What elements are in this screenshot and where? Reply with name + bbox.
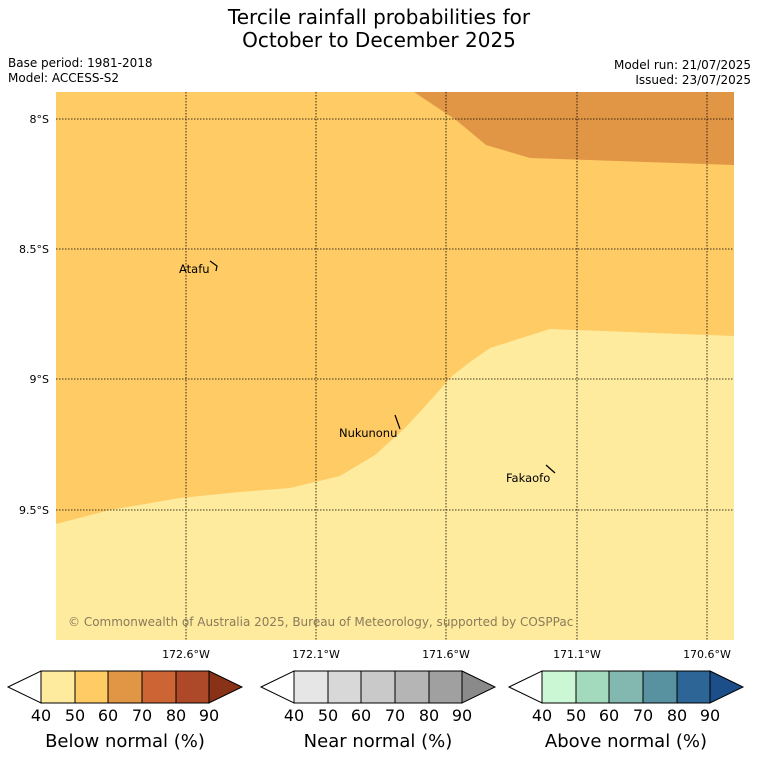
lat-label-8s: 8°S: [30, 113, 49, 126]
map-panel[interactable]: [56, 92, 734, 640]
colorbar-near-bin-50-60: [327, 670, 362, 704]
colorbar-near-tick-60: 60: [351, 706, 371, 725]
colorbar-above-tick-90: 90: [700, 706, 720, 725]
colorbar-below-bin-40-50: [40, 670, 76, 704]
place-label-nukunonu: Nukunonu: [339, 426, 397, 440]
colorbar-above-title: Above normal (%): [545, 731, 707, 752]
info-left: Base period: 1981-2018 Model: ACCESS-S2: [8, 56, 153, 86]
lat-label-9s: 9°S: [30, 373, 49, 386]
colorbar-above-normal: 40 50 60 70 80 90 Above normal (%): [507, 670, 745, 752]
colorbar-above-bin-60-70: [608, 670, 644, 704]
colorbar-near-normal: 40 50 60 70 80 90 Near normal (%): [259, 670, 497, 752]
info-right: Model run: 21/07/2025 Issued: 23/07/2025: [614, 58, 751, 88]
colorbar-near-tick-50: 50: [318, 706, 338, 725]
base-period: Base period: 1981-2018: [8, 56, 153, 70]
zone-below-40-50: [56, 329, 734, 640]
fakaofo-coastline: [545, 464, 556, 474]
chart-title-line1: Tercile rainfall probabilities for: [227, 5, 531, 29]
copyright-notice: © Commonwealth of Australia 2025, Bureau…: [68, 615, 573, 629]
colorbar-below-title: Below normal (%): [45, 731, 205, 752]
colorbar-above-extend-high: [709, 670, 745, 704]
colorbar-below-extend-high: [208, 670, 244, 704]
colorbar-below-tick-80: 80: [166, 706, 186, 725]
colorbar-above-bin-40-50: [541, 670, 577, 704]
coastlines: [209, 260, 556, 474]
colorbar-above-bin-50-60: [575, 670, 610, 704]
colorbar-above-tick-50: 50: [566, 706, 586, 725]
lon-label-170-6w: 170.6°W: [683, 648, 731, 661]
colorbar-near-tick-80: 80: [419, 706, 439, 725]
colorbar-below-tick-70: 70: [132, 706, 152, 725]
lon-label-171-6w: 171.6°W: [422, 648, 470, 661]
atafu-coastline: [209, 260, 218, 272]
colorbar-near-tick-90: 90: [452, 706, 472, 725]
colorbar-near-extend-high: [461, 670, 497, 704]
place-label-fakaofo: Fakaofo: [506, 471, 550, 485]
model-name: Model: ACCESS-S2: [8, 71, 120, 85]
colorbar-near-bin-60-70: [360, 670, 396, 704]
graticule: [56, 92, 734, 640]
colorbar-below-bin-80-90: [175, 670, 210, 704]
model-run: Model run: 21/07/2025: [613, 58, 751, 72]
colorbar-near-extend-low: [259, 670, 295, 704]
colorbar-near-bin-70-80: [394, 670, 430, 704]
lon-label-171-1w: 171.1°W: [553, 648, 601, 661]
colorbar-below-normal: 40 50 60 70 80 90 Below normal (%): [6, 670, 244, 752]
colorbar-above-tick-60: 60: [599, 706, 619, 725]
colorbar-below-tick-60: 60: [98, 706, 118, 725]
lat-label-8-5s: 8.5°S: [19, 243, 49, 256]
colorbar-below-tick-90: 90: [199, 706, 219, 725]
colorbar-above-extend-low: [507, 670, 543, 704]
zone-below-60-70: [414, 92, 734, 165]
lat-label-9-5s: 9.5°S: [19, 504, 49, 517]
colorbar-near-bin-40-50: [293, 670, 329, 704]
colorbar-near-tick-40: 40: [284, 706, 304, 725]
colorbar-above-bin-80-90: [676, 670, 711, 704]
colorbar-above-tick-80: 80: [667, 706, 687, 725]
lon-label-172-1w: 172.1°W: [292, 648, 340, 661]
colorbar-near-title: Near normal (%): [304, 731, 453, 752]
colorbar-near-bin-80-90: [428, 670, 463, 704]
colorbar-near-tick-70: 70: [385, 706, 405, 725]
lon-label-172-6w: 172.6°W: [162, 648, 210, 661]
nukunonu-coastline: [394, 414, 401, 430]
colorbar-above-tick-70: 70: [633, 706, 653, 725]
colorbar-below-bin-70-80: [141, 670, 177, 704]
colorbar-above-tick-40: 40: [532, 706, 552, 725]
place-label-atafu: Atafu: [179, 262, 210, 276]
colorbar-below-extend-low: [6, 670, 42, 704]
chart-title-line2: October to December 2025: [242, 28, 516, 52]
colorbar-below-tick-40: 40: [31, 706, 51, 725]
colorbar-below-bin-50-60: [74, 670, 109, 704]
colorbar-below-tick-50: 50: [65, 706, 85, 725]
colorbar-above-bin-70-80: [642, 670, 678, 704]
colorbar-below-bin-60-70: [107, 670, 143, 704]
issued-date: Issued: 23/07/2025: [635, 73, 751, 87]
